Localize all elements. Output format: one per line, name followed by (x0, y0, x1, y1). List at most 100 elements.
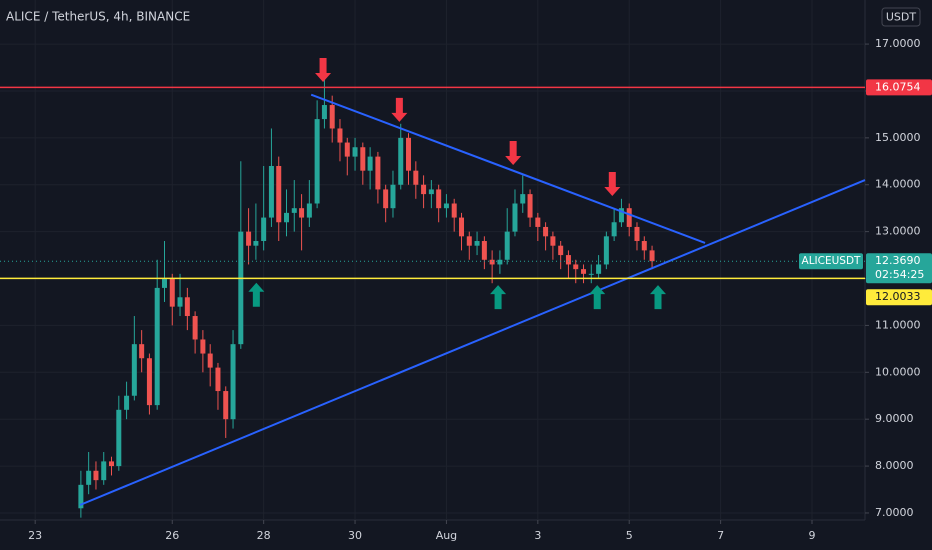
candle-body (306, 203, 312, 218)
x-tick-label: 26 (165, 529, 179, 542)
x-tick-label: Aug (436, 529, 457, 542)
price-line-label-box (866, 79, 932, 96)
candle-body (116, 409, 122, 467)
candle-body (451, 203, 457, 218)
candle-body (139, 344, 145, 359)
candle-body (489, 259, 495, 265)
candle-body (215, 367, 221, 392)
signal-arrow (315, 58, 332, 83)
candle-body (443, 203, 449, 209)
candle-body (497, 259, 503, 265)
candle-body (603, 236, 609, 265)
candle-body (390, 184, 396, 209)
candle-body (337, 128, 343, 143)
candle-body (543, 226, 549, 237)
grid (0, 0, 865, 520)
candle-body (261, 217, 267, 242)
candle-body (360, 147, 366, 171)
x-tick-label: 28 (257, 529, 271, 542)
candle-body (329, 105, 335, 129)
chart-title: ALICE / TetherUS, 4h, BINANCE (6, 10, 190, 24)
trend-line (79, 179, 866, 506)
candle-body (550, 236, 556, 246)
y-tick-label: 13.0000 (875, 225, 921, 238)
signal-arrow (391, 97, 408, 122)
candle-body (78, 484, 84, 509)
x-tick-label: 3 (534, 529, 541, 542)
signal-arrow (248, 282, 265, 307)
last-price-label: 12.3690 (875, 254, 921, 267)
candle-body (230, 344, 236, 420)
candle-body (268, 165, 274, 218)
candle-body (86, 470, 92, 485)
candle-body (520, 194, 526, 204)
candle-body (383, 189, 389, 209)
candle-body (466, 236, 472, 246)
candle-body (276, 165, 282, 223)
candle-body (611, 222, 617, 237)
candle-body (238, 231, 244, 345)
candle-body (535, 217, 541, 227)
candle-body (352, 147, 358, 157)
candle-body (527, 194, 533, 218)
currency-box[interactable] (881, 7, 921, 27)
candle-body (428, 189, 434, 195)
candle-body (573, 264, 579, 270)
candle-body (291, 208, 297, 213)
candle-body (184, 297, 190, 317)
candle-body (200, 339, 206, 354)
signal-arrow (589, 285, 606, 310)
marks (78, 76, 655, 518)
candle-body (634, 226, 640, 242)
candle-body (108, 461, 114, 467)
price-line-label: 16.0754 (875, 80, 921, 93)
candle-body (474, 241, 480, 246)
y-tick-label: 8.0000 (875, 459, 914, 472)
candle-body (512, 203, 518, 232)
candle-body (649, 250, 655, 262)
candle-body (421, 184, 427, 195)
candle-body (596, 264, 602, 274)
candle-body (146, 358, 152, 406)
signal-arrow (650, 285, 667, 310)
candle-body (314, 119, 320, 204)
candle-body (375, 156, 381, 190)
candle-body (284, 212, 290, 223)
y-tick-label: 9.0000 (875, 412, 914, 425)
candle-body (223, 391, 229, 420)
candle-body (641, 241, 647, 251)
candle-body (344, 142, 350, 157)
candle-body (321, 105, 327, 120)
overlays (0, 58, 866, 506)
candle-body (154, 287, 160, 406)
candle-body (558, 245, 564, 256)
candle-body (177, 297, 183, 307)
candle-body (192, 316, 198, 340)
candle-body (459, 217, 465, 237)
x-tick-label: 5 (626, 529, 633, 542)
candle-body (504, 231, 510, 260)
trend-line (310, 93, 706, 244)
currency-label[interactable]: USDT (886, 11, 917, 24)
candle-body (162, 278, 168, 288)
signal-arrow (604, 171, 621, 196)
x-tick-label: 30 (348, 529, 362, 542)
candle-body (581, 269, 587, 274)
candle-body (253, 241, 259, 246)
x-tick-label: 7 (717, 529, 724, 542)
candle-body (398, 137, 404, 185)
countdown-label: 02:54:25 (875, 268, 924, 281)
candle-body (101, 461, 107, 481)
candle-body (406, 137, 412, 171)
candle-body (131, 344, 137, 396)
candle-body (367, 156, 373, 171)
signal-arrow (490, 285, 507, 310)
candle-body (626, 208, 632, 227)
candle-body (565, 255, 571, 265)
symbol-box (799, 253, 863, 270)
candle-body (436, 189, 442, 209)
y-tick-label: 14.0000 (875, 178, 921, 191)
